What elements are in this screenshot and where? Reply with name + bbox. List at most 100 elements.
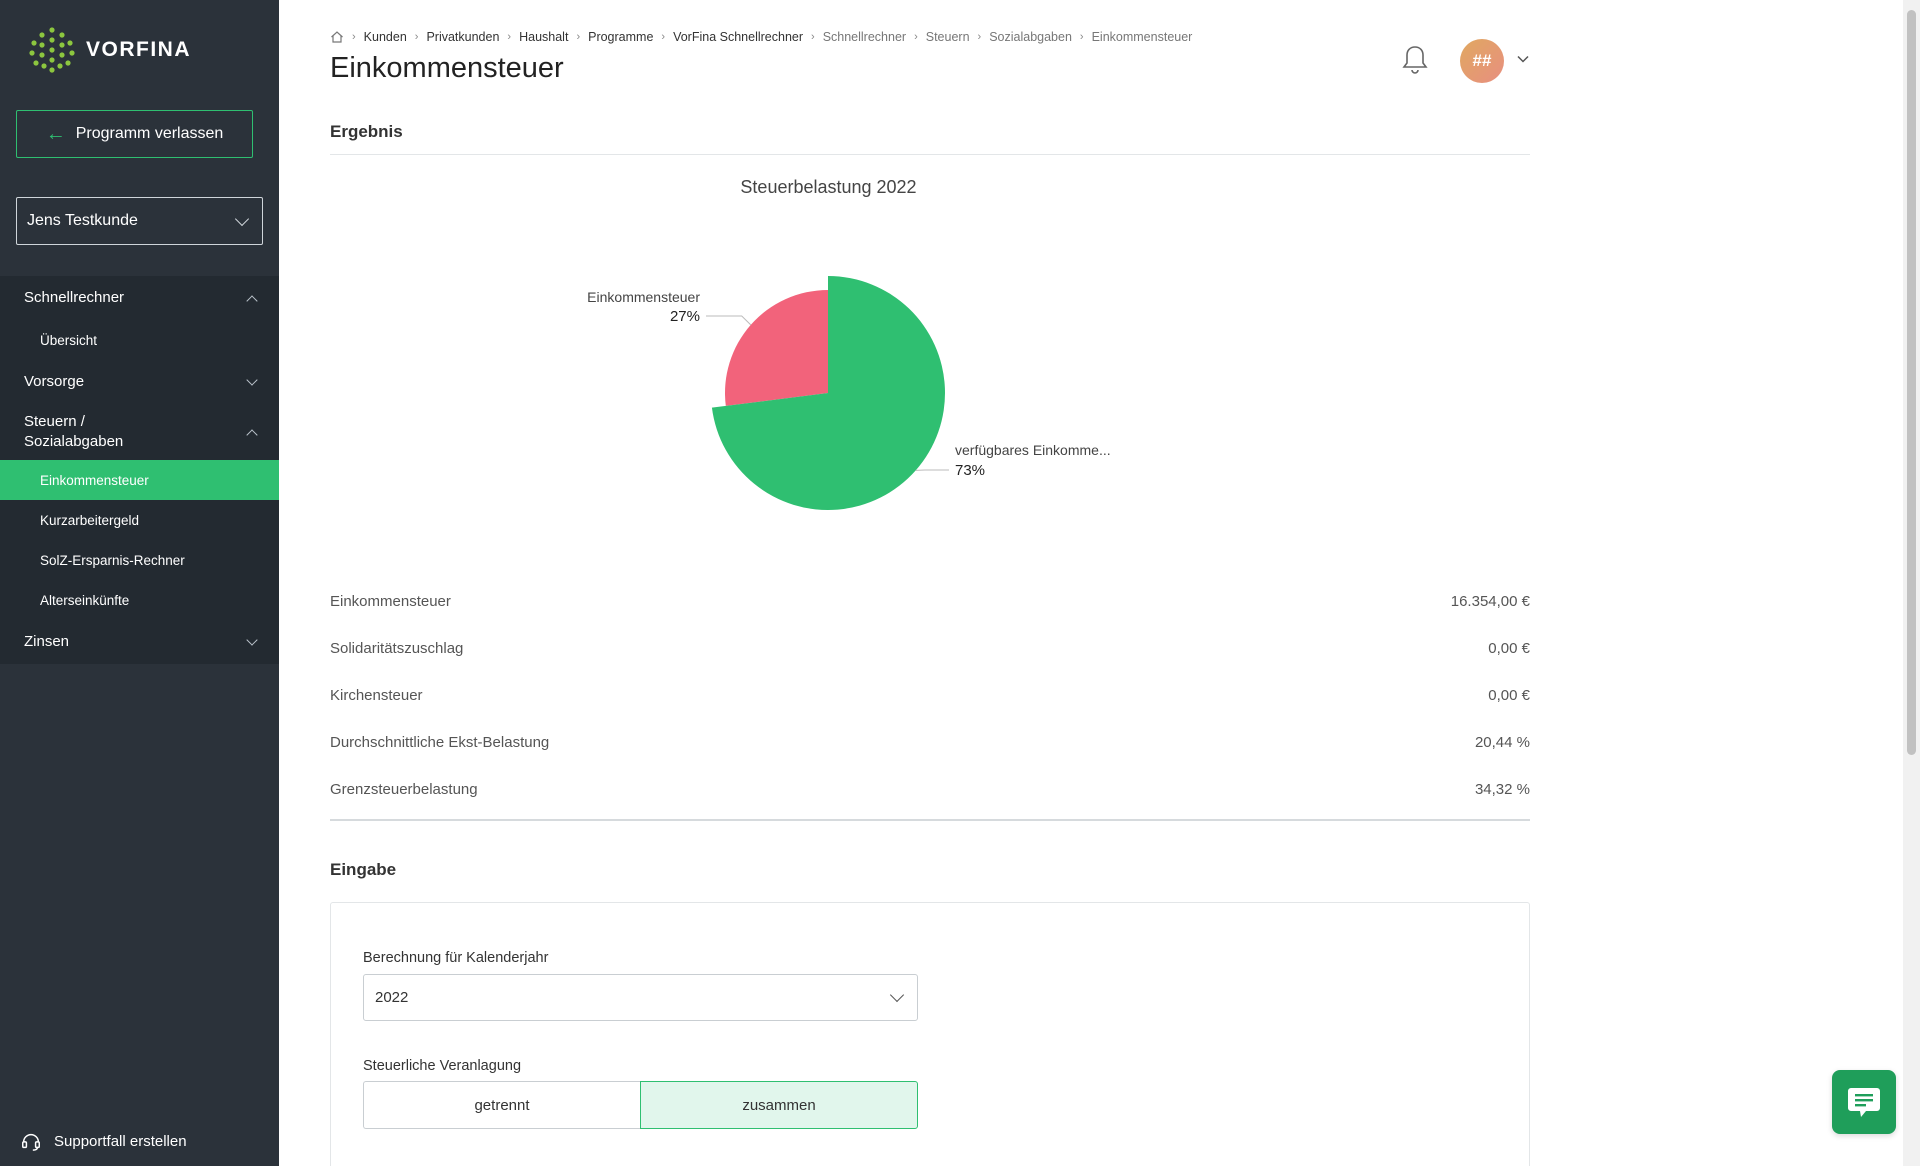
- page-title: Einkommensteuer: [330, 52, 564, 84]
- breadcrumb-item[interactable]: Haushalt: [519, 30, 569, 44]
- assessment-toggle: getrennt zusammen: [363, 1081, 918, 1129]
- year-label: Berechnung für Kalenderjahr: [363, 950, 549, 966]
- result-label: Einkommensteuer: [330, 593, 451, 610]
- breadcrumb-separator: ›: [414, 31, 419, 43]
- result-row: Kirchensteuer 0,00 €: [330, 672, 1530, 719]
- nav-group-steuern[interactable]: Steuern / Sozialabgaben: [0, 404, 279, 460]
- chevron-up-icon: [246, 428, 258, 441]
- result-value: 0,00 €: [1488, 687, 1530, 704]
- nav-item-einkommensteuer[interactable]: Einkommensteuer: [0, 460, 279, 500]
- nav-group-vorsorge[interactable]: Vorsorge: [0, 360, 279, 404]
- result-label: Grenzsteuerbelastung: [330, 781, 478, 798]
- result-label: Kirchensteuer: [330, 687, 423, 704]
- breadcrumb-separator: ›: [1079, 31, 1084, 43]
- result-label: Durchschnittliche Ekst-Belastung: [330, 734, 550, 751]
- pie-percentage: 27%: [670, 308, 700, 325]
- user-avatar[interactable]: ##: [1460, 39, 1504, 83]
- pie-leader-line: [706, 315, 752, 326]
- page-scrollbar[interactable]: [1903, 0, 1920, 1166]
- arrow-left-icon: ←: [45, 123, 66, 145]
- pie-slice-einkommensteuer[interactable]: [725, 290, 828, 406]
- breadcrumb-current: Einkommensteuer: [1091, 30, 1193, 44]
- nav-group-label: Steuern / Sozialabgaben: [24, 413, 124, 450]
- nav-group-label: Zinsen: [24, 633, 70, 650]
- nav-item-label: Alterseinkünfte: [40, 592, 130, 608]
- result-row: Grenzsteuerbelastung 34,32 %: [330, 766, 1530, 813]
- breadcrumb-item[interactable]: Schnellrechner: [822, 30, 907, 44]
- nav-group-label: Schnellrechner: [24, 289, 125, 306]
- chart-title: Steuerbelastung 2022: [740, 177, 917, 197]
- nav-group-label: Vorsorge: [24, 373, 85, 390]
- breadcrumb-item[interactable]: Privatkunden: [426, 30, 500, 44]
- assessment-option-zusammen[interactable]: zusammen: [640, 1081, 918, 1129]
- nav-group-schnellrechner[interactable]: Schnellrechner: [0, 276, 279, 320]
- sidebar: VORFINA ← Programm verlassen Jens Testku…: [0, 0, 279, 1166]
- result-row: Einkommensteuer 16.354,00 €: [330, 578, 1530, 625]
- scrollbar-thumb[interactable]: [1907, 10, 1916, 755]
- support-label: Supportfall erstellen: [54, 1132, 187, 1150]
- input-section-title: Eingabe: [330, 860, 397, 879]
- chevron-down-icon: [246, 373, 258, 386]
- breadcrumb-item[interactable]: VorFina Schnellrechner: [673, 30, 804, 44]
- breadcrumb-separator: ›: [352, 31, 356, 43]
- breadcrumb-item[interactable]: Steuern: [925, 30, 970, 44]
- nav-item-label: Einkommensteuer: [40, 472, 149, 488]
- year-select[interactable]: 2022: [363, 974, 918, 1021]
- nav-item-kurzarbeitergeld[interactable]: Kurzarbeitergeld: [0, 500, 279, 540]
- pie-percentage: 73%: [955, 462, 985, 479]
- chevron-down-icon: [889, 987, 905, 1003]
- breadcrumb-separator: ›: [661, 31, 666, 43]
- divider: [330, 154, 1530, 155]
- home-icon[interactable]: [330, 30, 344, 44]
- result-value: 0,00 €: [1488, 640, 1530, 657]
- pie-label: verfügbares Einkomme...: [955, 442, 1111, 458]
- chat-icon: [1848, 1088, 1880, 1117]
- year-value: 2022: [375, 989, 409, 1006]
- breadcrumb-separator: ›: [914, 31, 918, 43]
- chevron-down-icon: [234, 211, 250, 226]
- brand-name: VORFINA: [86, 38, 191, 61]
- result-value: 20,44 %: [1474, 734, 1530, 751]
- breadcrumb-item[interactable]: Sozialabgaben: [989, 30, 1072, 44]
- leave-program-button[interactable]: ← Programm verlassen: [16, 110, 253, 158]
- result-section-title: Ergebnis: [330, 122, 403, 141]
- headset-icon: [22, 1133, 40, 1151]
- tax-burden-chart: Steuerbelastung 2022 Einkommensteuer 27%…: [330, 165, 1530, 545]
- breadcrumb-separator: ›: [977, 31, 982, 43]
- brand-logo[interactable]: VORFINA: [28, 26, 191, 74]
- result-value: 16.354,00 €: [1450, 593, 1530, 610]
- nav-item-label: Kurzarbeitergeld: [40, 512, 140, 528]
- vorfina-logo-icon: [29, 27, 75, 73]
- result-list: Einkommensteuer 16.354,00 € Solidaritäts…: [330, 578, 1530, 813]
- chevron-down-icon: [246, 633, 258, 646]
- breadcrumb-separator: ›: [576, 31, 581, 43]
- nav-item-solz-ersparnis-rechner[interactable]: SolZ-Ersparnis-Rechner: [0, 540, 279, 580]
- assessment-label: Steuerliche Veranlagung: [363, 1058, 522, 1074]
- create-support-case-link[interactable]: Supportfall erstellen: [20, 1130, 187, 1152]
- result-row: Durchschnittliche Ekst-Belastung 20,44 %: [330, 719, 1530, 766]
- sidebar-nav: Schnellrechner Übersicht Vorsorge Steuer…: [0, 276, 279, 664]
- customer-select[interactable]: Jens Testkunde: [16, 197, 263, 245]
- result-value: 34,32 %: [1474, 781, 1530, 798]
- breadcrumb-item[interactable]: Programme: [588, 30, 654, 44]
- breadcrumb: › Kunden › Privatkunden › Haushalt › Pro…: [330, 30, 1192, 44]
- breadcrumb-item[interactable]: Kunden: [363, 30, 407, 44]
- input-card: Berechnung für Kalenderjahr 2022 Steuerl…: [330, 902, 1530, 1166]
- pie-label: Einkommensteuer: [587, 289, 700, 305]
- chevron-up-icon: [246, 294, 258, 307]
- result-label: Solidaritätszuschlag: [330, 640, 464, 657]
- nav-item-label: SolZ-Ersparnis-Rechner: [40, 552, 185, 568]
- chevron-down-icon[interactable]: [1516, 52, 1530, 66]
- pie-slice-verfuegbares-einkommen[interactable]: [711, 276, 946, 511]
- nav-group-zinsen[interactable]: Zinsen: [0, 620, 279, 664]
- result-row: Solidaritätszuschlag 0,00 €: [330, 625, 1530, 672]
- nav-item-alterseinkuenfte[interactable]: Alterseinkünfte: [0, 580, 279, 620]
- breadcrumb-separator: ›: [811, 31, 815, 43]
- nav-item-label: Übersicht: [40, 332, 98, 348]
- assessment-option-getrennt[interactable]: getrennt: [363, 1081, 640, 1129]
- nav-item-uebersicht[interactable]: Übersicht: [0, 320, 279, 360]
- pie-chart: Einkommensteuer 27% verfügbares Einkomme…: [587, 276, 1111, 511]
- notification-bell-icon[interactable]: [1401, 44, 1429, 76]
- chat-button[interactable]: [1832, 1070, 1896, 1134]
- breadcrumb-separator: ›: [507, 31, 512, 43]
